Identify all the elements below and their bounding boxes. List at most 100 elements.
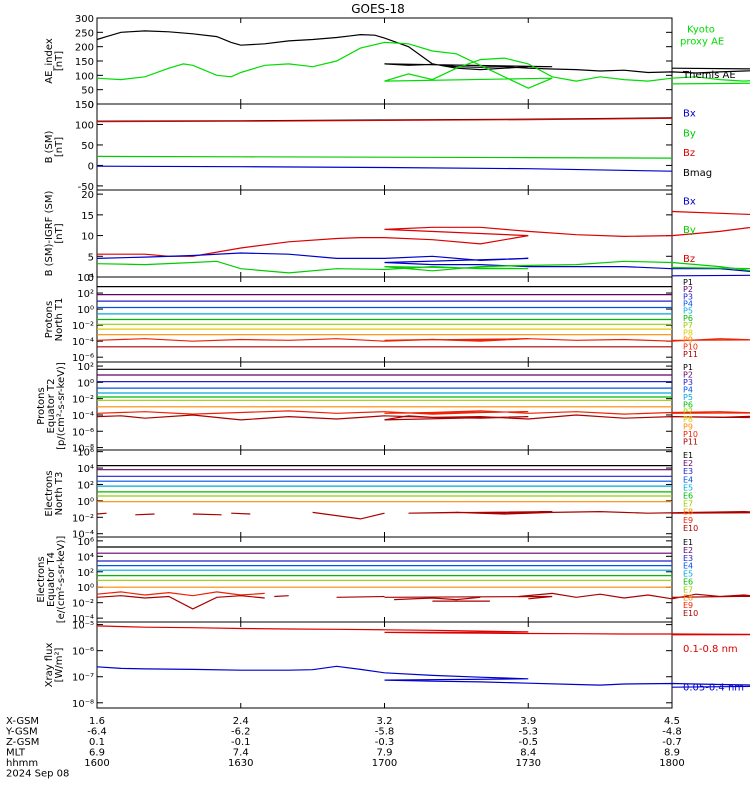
x-axis-date: 2024 Sep 08 — [6, 769, 69, 780]
panel-6-series-10 — [135, 514, 154, 515]
panel-3-y-label: [nT] — [54, 223, 65, 243]
panel-7-frame — [97, 537, 672, 622]
panel-2-frame — [97, 104, 672, 190]
panel-7-y-tick-label: 10⁻² — [72, 599, 94, 610]
panel-4-y-tick-label: 10² — [77, 289, 94, 300]
x-axis-row-value: 1.6 — [89, 716, 105, 727]
panel-5-series-9 — [97, 411, 750, 414]
panel-8-series-1 — [97, 626, 750, 635]
x-axis-row-value: -5.8 — [375, 727, 395, 738]
x-axis-row-value: 1700 — [372, 758, 397, 769]
x-axis-row-value: -6.4 — [87, 727, 107, 738]
x-axis-row-value: 3.9 — [520, 716, 536, 727]
x-axis-row-value: 8.9 — [664, 748, 680, 759]
x-axis-row-value: -0.7 — [662, 737, 682, 748]
panel-7-y-tick-label: 10⁴ — [77, 552, 94, 563]
panel-5-series-10 — [97, 415, 750, 420]
panel-4-series-10 — [97, 339, 750, 342]
panel-1-y-tick-label: 100 — [75, 71, 94, 82]
panel-2-legend-entry: Bmag — [683, 168, 712, 179]
x-axis-row-label: hhmm — [6, 758, 38, 769]
x-axis-row-value: 4.5 — [664, 716, 680, 727]
panel-3-series-3 — [97, 261, 750, 273]
panel-7-series-9 — [97, 592, 265, 596]
panel-3-legend-entry: By — [683, 225, 696, 236]
panel-7-y-tick-label: 10² — [77, 568, 94, 579]
panel-5-y-tick-label: 10⁰ — [77, 378, 94, 389]
panel-2-legend-entry: Bz — [683, 148, 695, 159]
panel-2-legend-entry: By — [683, 128, 696, 139]
panel-3-y-tick-label: 10 — [81, 232, 94, 243]
x-axis-row-label: Z-GSM — [6, 737, 39, 748]
x-axis-row-value: 1600 — [84, 758, 109, 769]
panel-1-y-tick-label: 300 — [75, 14, 94, 25]
panel-7-series-10 — [97, 596, 265, 609]
panel-8-y-tick-label: 10⁻⁸ — [72, 699, 94, 710]
panel-5-y-tick-label: 10² — [77, 362, 94, 373]
panel-7-y-label: [e/(cm²-s-sr-keV)] — [56, 536, 67, 624]
panel-4-y-label: North T1 — [54, 298, 65, 342]
x-axis-row-value: 1800 — [659, 758, 684, 769]
panel-7-series-16 — [519, 593, 750, 598]
x-axis-row-value: -5.3 — [518, 727, 538, 738]
panel-5-y-label: [p/(cm²-s-sr-keV)] — [56, 362, 67, 450]
panel-7-y-tick-label: 10⁶ — [77, 537, 94, 548]
panel-8-legend-entry: 0.1-0.8 nm — [683, 644, 738, 655]
x-axis-row-label: Y-GSM — [5, 727, 38, 738]
panel-5-y-tick-label: 10⁻⁴ — [72, 411, 94, 422]
panel-4-y-tick-label: 10⁻⁴ — [72, 337, 94, 348]
panel-3-y-tick-label: 20 — [81, 190, 94, 201]
panel-7-legend-entry: E10 — [683, 609, 698, 618]
panel-3-y-tick-label: 5 — [88, 252, 94, 263]
panel-4-y-tick-label: 10⁰ — [77, 305, 94, 316]
panel-2-y-tick-label: 100 — [75, 120, 94, 131]
panel-4-legend-entry: P11 — [683, 350, 698, 359]
panel-8-legend-entry: 0.05-0.4 nm — [683, 683, 744, 694]
panel-2-series-3 — [97, 156, 672, 158]
panel-1-y-tick-label: 150 — [75, 57, 94, 68]
panel-5-legend-entry: P11 — [683, 438, 698, 447]
panel-6-frame — [97, 450, 672, 537]
panel-6-y-tick-label: 10⁶ — [77, 448, 94, 459]
panel-2-y-tick-label: 50 — [81, 141, 94, 152]
panel-6-y-label: North T3 — [54, 472, 65, 516]
panel-3-y-tick-label: 15 — [81, 211, 94, 222]
x-axis-row-value: -0.3 — [375, 737, 395, 748]
panel-6-series-14 — [409, 512, 750, 514]
panel-3-series-1 — [97, 212, 750, 257]
panel-1-y-tick-label: 250 — [75, 28, 94, 39]
panel-2-y-tick-label: 150 — [75, 100, 94, 111]
panel-4-y-tick-label: 10⁻² — [72, 321, 94, 332]
panel-1-y-tick-label: 200 — [75, 43, 94, 54]
x-axis-row-value: 3.2 — [377, 716, 393, 727]
panel-6-y-tick-label: 10⁻² — [72, 513, 94, 524]
panel-6-y-tick-label: 10⁰ — [77, 497, 94, 508]
panel-8-series-2 — [97, 666, 750, 687]
x-axis-row-value: -0.5 — [518, 737, 538, 748]
x-axis-row-value: 6.9 — [89, 748, 105, 759]
panel-8-frame — [97, 622, 672, 708]
x-axis-row-value: 7.9 — [377, 748, 393, 759]
panel-6-series-11 — [193, 514, 222, 515]
panel-6-series-13 — [313, 512, 385, 519]
x-axis-row-value: 7.4 — [233, 748, 249, 759]
panel-8-y-tick-label: 10⁻⁷ — [72, 673, 94, 684]
x-axis-row-value: 8.4 — [520, 748, 536, 759]
x-axis-row-value: -0.1 — [231, 737, 251, 748]
x-axis-row-label: MLT — [6, 748, 26, 759]
panel-4-y-tick-label: 10⁴ — [77, 273, 94, 284]
panel-1-legend-entry: proxy AE — [680, 36, 724, 47]
panel-8-y-tick-label: 10⁻⁶ — [72, 647, 94, 658]
panel-2-legend-entry: Bx — [683, 109, 696, 120]
x-axis-row-value: -6.2 — [231, 727, 251, 738]
panel-2-series-4 — [97, 166, 672, 171]
panel-6-y-tick-label: 10⁴ — [77, 464, 94, 475]
panel-1-frame — [97, 18, 672, 104]
panel-1-y-label: [nT] — [54, 51, 65, 71]
x-axis-row-value: 0.1 — [89, 737, 105, 748]
x-axis-row-label: X-GSM — [6, 716, 39, 727]
panel-7-series-11 — [274, 596, 288, 597]
panel-2-y-label: [nT] — [54, 137, 65, 157]
panel-8-y-label: [W/m²] — [54, 647, 65, 682]
